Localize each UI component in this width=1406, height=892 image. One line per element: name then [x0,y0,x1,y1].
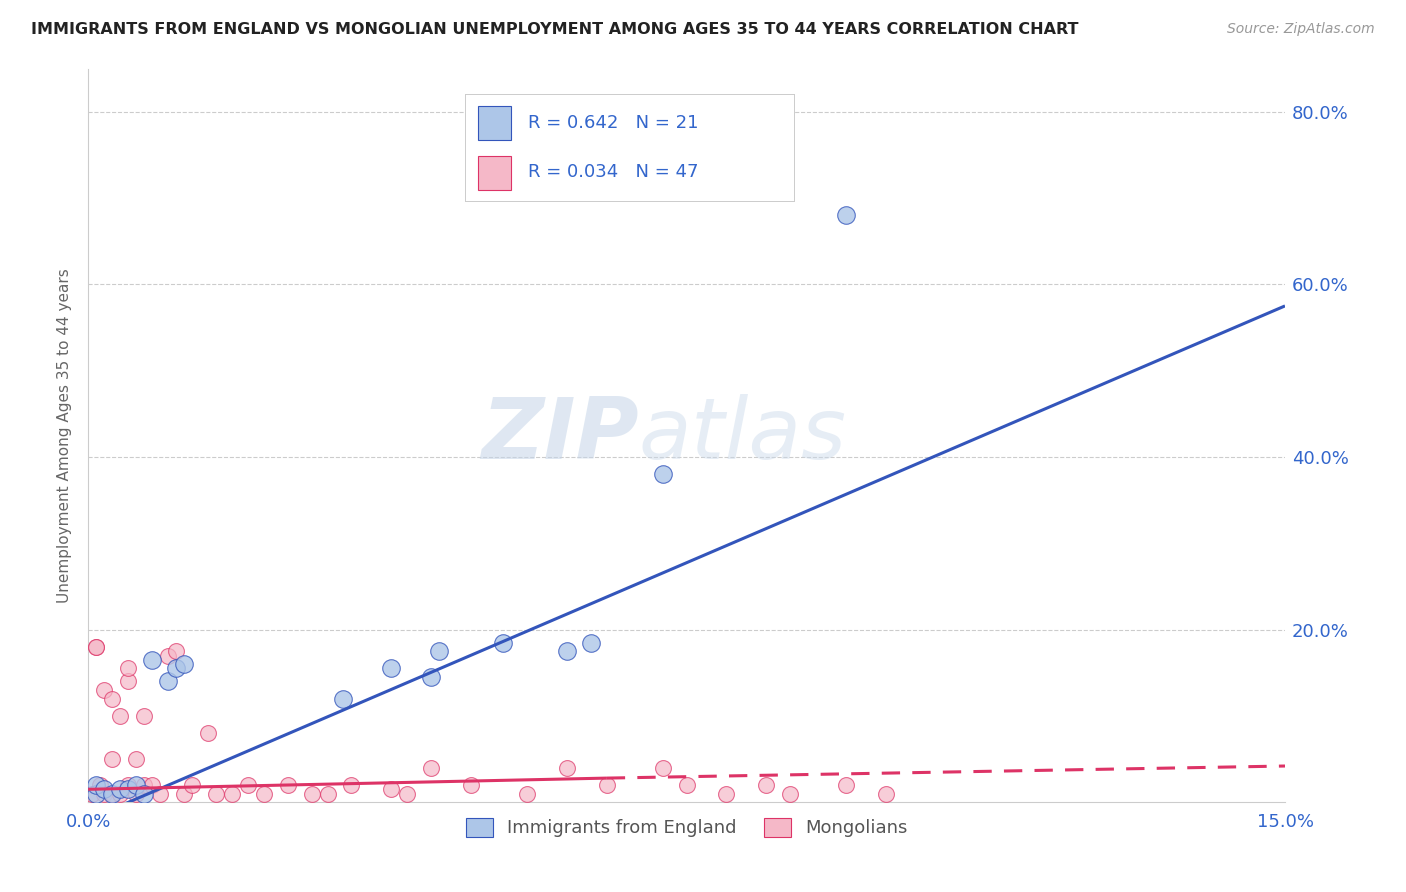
Point [125,752,148,766]
Y-axis label: Unemployment Among Ages 35 to 44 years: Unemployment Among Ages 35 to 44 years [58,268,72,603]
Point [108,709,131,723]
Point [165,661,187,675]
Point [165,644,187,658]
Legend: Immigrants from England, Mongolians: Immigrants from England, Mongolians [458,811,915,845]
Point [651,467,673,482]
Point [651,761,673,775]
Point [197,726,219,740]
Point [236,778,259,792]
Point [555,761,578,775]
Point [835,778,858,792]
Text: Source: ZipAtlas.com: Source: ZipAtlas.com [1227,22,1375,37]
Point [316,787,339,801]
Point [117,661,139,675]
Point [755,778,778,792]
Point [596,778,619,792]
Point [340,778,363,792]
Point [716,787,738,801]
Point [101,787,124,801]
Point [117,782,139,797]
Text: ZIP: ZIP [481,394,638,477]
Point [516,787,538,801]
Point [420,761,443,775]
Point [93,683,115,698]
Point [93,782,115,797]
Point [132,709,155,723]
Point [108,787,131,801]
Point [101,787,124,801]
Point [555,644,578,658]
Point [156,674,179,689]
Point [84,787,107,801]
Point [875,787,897,801]
Point [380,661,402,675]
Point [277,778,299,792]
Point [579,635,602,649]
Point [221,787,243,801]
Point [173,657,195,672]
Point [460,778,482,792]
Point [132,778,155,792]
Point [125,778,148,792]
Point [141,778,163,792]
Point [420,670,443,684]
Text: atlas: atlas [638,394,846,477]
Point [204,787,226,801]
Point [253,787,276,801]
Point [101,752,124,766]
Point [396,787,419,801]
Point [675,778,697,792]
Point [301,787,323,801]
Point [84,778,107,792]
Point [93,787,115,801]
Point [156,648,179,663]
Point [427,644,450,658]
Point [84,640,107,654]
Point [108,782,131,797]
Point [89,778,111,792]
Point [835,208,858,222]
Text: IMMIGRANTS FROM ENGLAND VS MONGOLIAN UNEMPLOYMENT AMONG AGES 35 TO 44 YEARS CORR: IMMIGRANTS FROM ENGLAND VS MONGOLIAN UNE… [31,22,1078,37]
Point [125,787,148,801]
Point [101,691,124,706]
Point [117,778,139,792]
Point [149,787,172,801]
Point [141,653,163,667]
Point [84,640,107,654]
Point [132,787,155,801]
Point [173,787,195,801]
Point [492,635,515,649]
Point [779,787,801,801]
Point [332,691,354,706]
Point [380,782,402,797]
Point [117,674,139,689]
Point [180,778,202,792]
Point [82,787,104,801]
